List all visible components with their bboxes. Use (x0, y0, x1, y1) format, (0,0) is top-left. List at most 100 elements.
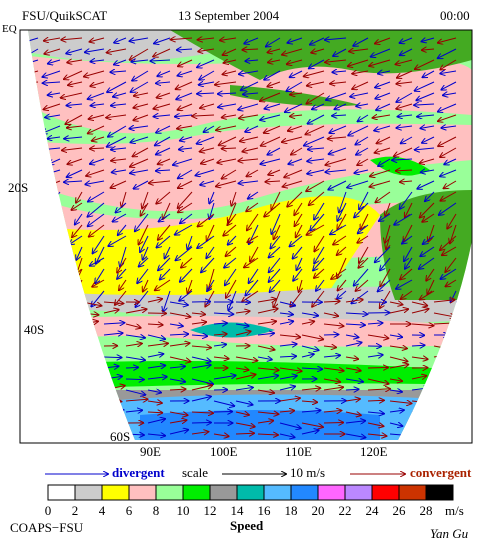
wind-vector (235, 368, 249, 370)
wind-vector (235, 422, 255, 427)
wind-vector (139, 257, 149, 267)
wind-vector (191, 313, 205, 314)
wind-vector (361, 213, 369, 229)
wind-vector (28, 290, 39, 299)
wind-vector (415, 81, 435, 91)
wind-vector (398, 115, 413, 117)
wind-vector (301, 368, 322, 369)
wind-vector (373, 115, 391, 118)
wind-vector (400, 37, 413, 43)
wind-vector (427, 279, 435, 294)
wind-vector (314, 235, 325, 251)
wind-vector (301, 313, 318, 316)
wind-vector (358, 224, 369, 233)
lat-label: 40S (24, 322, 44, 337)
colorbar-swatch (398, 484, 427, 501)
wind-vector (417, 180, 435, 189)
wind-vector (122, 191, 127, 207)
wind-vector (191, 335, 207, 336)
wind-vector (353, 37, 369, 46)
wind-vector (291, 147, 303, 155)
wind-vector (313, 257, 325, 270)
lon-label: 120E (360, 444, 388, 459)
wind-vector (88, 213, 105, 226)
wind-vector (155, 279, 171, 290)
wind-vector (422, 136, 435, 143)
wind-vector (433, 412, 452, 415)
colorbar-swatch (128, 484, 157, 501)
wind-vector (192, 115, 215, 116)
wind-vector (59, 335, 75, 338)
wind-vector (296, 257, 303, 270)
wind-vector (268, 49, 281, 52)
wind-vector (107, 48, 127, 53)
wind-vector (375, 191, 391, 202)
wind-vector (261, 136, 281, 146)
wind-vector (323, 387, 343, 390)
wind-vector (247, 213, 259, 230)
wind-vector (153, 48, 171, 57)
wind-vectors (28, 37, 472, 437)
wind-vector (226, 279, 237, 298)
wind-vector (239, 115, 259, 118)
wind-vector (213, 323, 227, 324)
wind-vector (301, 345, 319, 350)
wind-vector (268, 169, 281, 175)
wind-vector (309, 59, 325, 68)
wind-vector (331, 268, 347, 279)
wind-vector (216, 125, 237, 130)
wind-vector (96, 246, 105, 264)
wind-vector (348, 125, 369, 135)
wind-vector (307, 169, 325, 174)
divergent-label: divergent (112, 465, 165, 480)
wind-vector (279, 368, 302, 371)
convergent-label: convergent (410, 465, 472, 480)
wind-vector (455, 398, 469, 401)
wind-vector (455, 378, 472, 382)
wind-vector (226, 246, 237, 256)
wind-vector (389, 309, 408, 314)
wind-vector (394, 213, 413, 225)
wind-vector (354, 170, 369, 173)
wind-vector (180, 213, 193, 223)
wind-vector (28, 158, 39, 168)
wind-vector (110, 71, 127, 72)
wind-vector (433, 365, 448, 368)
wind-vector (422, 213, 435, 222)
wind-vector (156, 191, 171, 204)
wind-vector (326, 92, 347, 100)
wind-vector (67, 158, 83, 164)
wind-vector (257, 309, 278, 314)
wind-vector (147, 401, 162, 403)
colorbar-swatch (74, 484, 103, 501)
wind-vector (238, 159, 259, 161)
wind-vector (312, 290, 325, 307)
wind-vector (433, 377, 446, 379)
wind-vector (156, 82, 171, 83)
wind-vector (125, 399, 148, 401)
wind-vector (65, 114, 83, 124)
wind-vector (311, 49, 325, 53)
wind-vector (179, 290, 193, 301)
wind-vector (111, 180, 127, 188)
wind-vector (389, 423, 402, 426)
wind-vector (67, 126, 83, 128)
wind-vector (125, 389, 145, 395)
wind-vector (116, 202, 127, 212)
wind-vector (345, 379, 363, 382)
wind-vector (425, 191, 435, 201)
wind-vector (147, 412, 162, 413)
colorbar-title: Speed (230, 518, 264, 533)
wind-vector (290, 235, 303, 246)
wind-vector (197, 59, 215, 67)
wind-vector (90, 257, 105, 266)
wind-vector (213, 400, 234, 406)
wind-vector (389, 335, 402, 337)
wind-vector (268, 60, 281, 62)
wind-vector (31, 257, 39, 277)
wind-vector (222, 115, 237, 117)
wind-vector (337, 257, 347, 278)
wind-vector (279, 376, 297, 379)
wind-vector (156, 125, 171, 133)
wind-vector (111, 159, 127, 161)
